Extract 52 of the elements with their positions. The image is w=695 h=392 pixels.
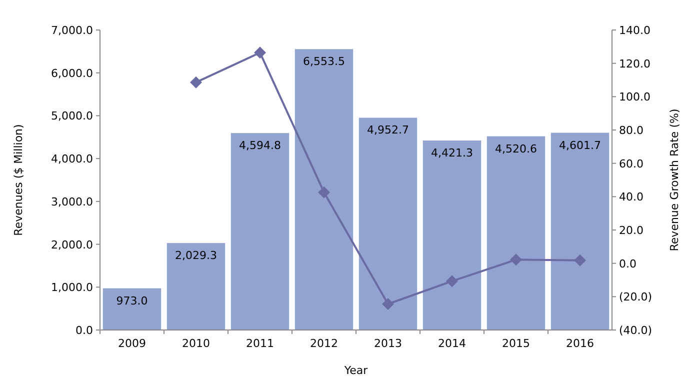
y-tick-label: 3,000.0 [51,195,93,208]
y2-tick-label: 40.0 [619,190,644,204]
data-label: 4,520.6 [495,142,537,156]
point [510,254,522,266]
y2-axis-title: Revenue Growth Rate (%) [668,108,681,252]
y2-tick-label: (20.0) [619,290,652,304]
y-tick-label: 7,000.0 [51,24,93,37]
bar [102,288,162,330]
point [446,275,458,288]
data-label: 4,421.3 [431,146,473,160]
x-tick-label: 2016 [566,337,594,350]
x-axis-title: Year [343,364,368,377]
point [382,298,394,310]
data-label: 973.0 [116,294,148,308]
point [254,46,266,59]
data-label: 4,601.7 [559,138,601,152]
y2-tick-label: 60.0 [619,157,644,170]
y2-tick-label: 20.0 [619,224,644,237]
y2-tick-label: 80.0 [619,124,644,137]
bar [422,140,482,330]
y2-tick-label: 120.0 [619,57,650,70]
data-label: 2,029.3 [175,249,217,262]
y-tick-label: 1,000.0 [51,281,93,294]
bar [166,243,226,330]
bar [294,49,354,330]
y-tick-label: 2,000.0 [51,238,93,252]
y-axis-title: Revenues ($ Million) [12,124,25,236]
data-label: 4,952.7 [367,124,409,137]
x-tick-label: 2011 [246,337,274,350]
y-tick-label: 4,000.0 [51,152,93,166]
bar [486,136,546,330]
y-tick-label: 0.0 [76,324,93,337]
bar [230,133,290,330]
y-tick-label: 6,000.0 [51,66,93,80]
bar [358,118,418,330]
x-tick-label: 2009 [118,337,146,350]
x-tick-label: 2013 [374,337,402,350]
y2-tick-label: 0.0 [619,257,636,270]
y2-tick-label: 100.0 [619,90,650,104]
y2-tick-label: 140.0 [619,24,650,37]
y-tick-label: 5,000.0 [51,110,93,123]
point [190,76,202,88]
point [318,186,330,198]
data-label: 6,553.5 [303,55,345,68]
x-tick-label: 2014 [438,337,466,350]
x-tick-label: 2015 [502,337,530,350]
x-tick-label: 2012 [310,337,338,350]
bar [550,132,610,330]
y2-tick-label: (40.0) [619,324,652,337]
x-tick-label: 2010 [182,337,210,350]
point [574,254,586,266]
data-label: 4,594.8 [239,139,281,152]
